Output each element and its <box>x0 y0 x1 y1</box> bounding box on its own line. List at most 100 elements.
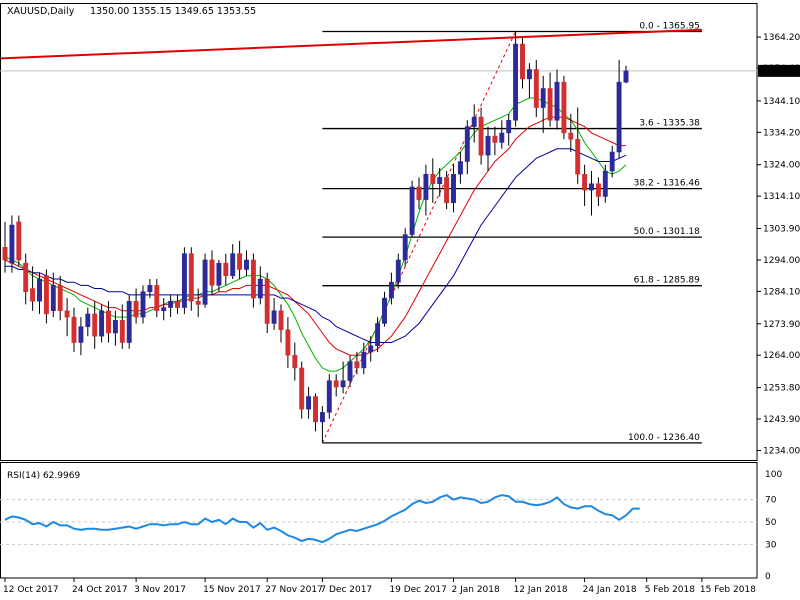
candle-body <box>271 310 277 324</box>
candle-body <box>230 253 236 277</box>
candle-body <box>361 351 367 369</box>
candle-body <box>326 380 332 413</box>
candle <box>23 253 29 305</box>
candle <box>99 304 105 343</box>
candle-body <box>416 186 422 200</box>
candle-body <box>85 313 91 327</box>
candle-body <box>409 186 415 235</box>
candle-body <box>23 262 29 292</box>
candle <box>78 317 84 356</box>
rsi-line <box>4 493 640 544</box>
candle-body <box>250 259 256 299</box>
candle <box>375 317 381 353</box>
candle-body <box>568 132 574 140</box>
candle <box>195 288 201 318</box>
candle <box>223 253 229 286</box>
candle <box>554 69 560 130</box>
candle-body <box>257 278 263 299</box>
candle-body <box>471 116 477 127</box>
candle <box>506 113 512 146</box>
candle-body <box>478 116 484 156</box>
price-axis-label: 1314.10 <box>763 192 800 202</box>
price-pane: 1364.201354.401344.101334.201324.001314.… <box>0 3 800 461</box>
price-axis-label: 1344.10 <box>763 97 800 107</box>
candle-body <box>589 183 594 191</box>
price-axis-label: 1364.20 <box>763 33 800 43</box>
candle-body <box>112 320 118 334</box>
candle-body <box>347 361 353 381</box>
fib-level-label: 50.0 - 1301.18 <box>634 227 700 237</box>
candle <box>609 145 615 178</box>
candle-body <box>57 285 63 312</box>
candle-body <box>264 278 270 324</box>
candle-body <box>368 345 374 353</box>
candle <box>464 120 470 175</box>
candle <box>161 298 167 321</box>
rsi-pane: 12 Oct 2017 24 Oct 2017 3 Nov 2017 15 Nov 2… <box>0 462 782 595</box>
candle-body <box>430 173 436 184</box>
candle-body <box>444 177 450 204</box>
date-axis-label: 27 Nov 2017 <box>265 585 323 595</box>
candle-body <box>292 354 298 369</box>
rsi-axis-label: 50 <box>765 518 777 528</box>
candle <box>623 65 629 84</box>
date-axis-label: 24 Jan 2018 <box>583 585 637 595</box>
candle <box>264 272 270 333</box>
candle <box>30 266 36 311</box>
candle <box>347 355 353 387</box>
candle <box>271 298 277 330</box>
candle <box>361 342 367 375</box>
candle <box>582 164 588 206</box>
candle-body <box>119 320 125 343</box>
candle-body <box>306 396 312 410</box>
rsi-axis-label: 30 <box>765 540 777 550</box>
candle <box>368 336 374 362</box>
candle-body <box>188 253 194 302</box>
candle-body <box>181 253 187 308</box>
candle <box>409 180 415 238</box>
candle <box>85 307 91 337</box>
candle <box>313 393 318 432</box>
candle-body <box>71 316 77 343</box>
last-price-badge <box>758 64 800 77</box>
candle <box>175 294 180 314</box>
candle <box>382 291 387 327</box>
candle-body <box>561 81 567 134</box>
candle-body <box>43 275 49 315</box>
rsi-axis-label: 0 <box>765 572 771 582</box>
candle <box>230 244 236 280</box>
candle <box>395 253 401 289</box>
candle-body <box>499 132 505 143</box>
candle <box>547 72 553 127</box>
trendline <box>0 28 702 60</box>
candle-body <box>457 161 463 175</box>
candle-body <box>2 247 8 261</box>
candle <box>168 294 174 318</box>
candle-body <box>582 173 588 191</box>
price-axis-label: 1284.10 <box>763 287 800 297</box>
date-axis-label: 2 Jan 2018 <box>452 585 500 595</box>
candle-body <box>16 221 22 261</box>
candle <box>354 352 360 375</box>
candle <box>402 228 408 267</box>
candle <box>278 304 284 343</box>
candle-body <box>547 88 553 121</box>
candle <box>485 126 491 172</box>
candle-body <box>382 297 387 324</box>
candle-body <box>30 288 36 302</box>
candle <box>202 253 208 308</box>
date-axis-label: 19 Dec 2017 <box>389 585 447 595</box>
candle-body <box>161 307 167 312</box>
date-axis-label: 15 Nov 2017 <box>203 585 261 595</box>
candle <box>340 361 346 394</box>
candle <box>50 272 56 318</box>
candle-body <box>623 70 629 83</box>
ohlc-readout: 1350.00 1355.15 1349.65 1353.55 <box>90 6 256 17</box>
candle <box>444 171 450 210</box>
rsi-label: RSI(14) 62.9969 <box>7 471 80 481</box>
candle-body <box>520 43 525 80</box>
candle-body <box>244 259 249 270</box>
candle-body <box>223 262 229 277</box>
candle <box>154 279 160 318</box>
rsi-axis-label: 70 <box>765 496 777 506</box>
